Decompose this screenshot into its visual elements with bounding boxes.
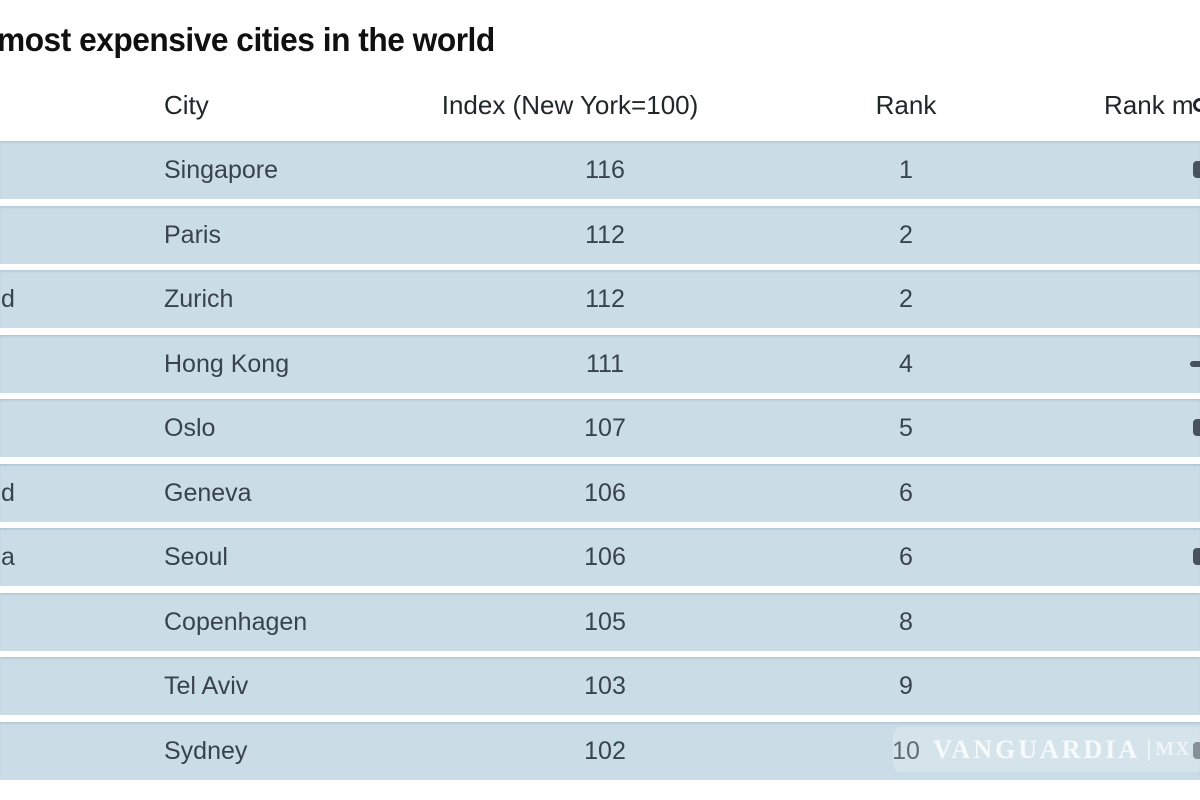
cell-rank: 6: [899, 478, 913, 507]
cell-rank: 10: [892, 736, 920, 765]
cropped-rank-move-mark: [1190, 360, 1200, 367]
cropped-rank-move-mark: [1193, 548, 1200, 565]
cropped-country-fragment: a: [1, 543, 15, 571]
table-row: Singapore 116 1: [0, 141, 1200, 199]
table-row: Tel Aviv 103 9: [0, 657, 1200, 715]
table-row: Paris 112 2: [0, 205, 1200, 264]
cell-index: 116: [585, 156, 625, 184]
cell-index: 111: [585, 349, 624, 378]
watermark-divider: [1148, 738, 1151, 761]
table-header-row: City Index (New York=100) Rank Rank m: [0, 86, 1200, 128]
table-row: Oslo 107 5: [0, 399, 1200, 457]
cell-index: 112: [585, 220, 625, 249]
cell-city: Copenhagen: [164, 607, 308, 636]
cell-index: 106: [584, 543, 626, 571]
column-header-rank: Rank: [875, 90, 937, 120]
cell-city: Paris: [164, 220, 221, 249]
cell-index: 102: [584, 736, 626, 765]
cell-city: Singapore: [164, 156, 278, 184]
cell-rank: 5: [899, 414, 913, 442]
cell-city: Hong Kong: [164, 349, 290, 378]
table-row: d Zurich 112 2: [0, 270, 1200, 328]
cell-index: 112: [585, 285, 625, 313]
cell-index: 107: [584, 414, 626, 442]
cell-city: Seoul: [164, 543, 228, 571]
table-row: Hong Kong 111 4: [0, 334, 1200, 393]
cell-rank: 4: [899, 349, 913, 378]
cropped-rank-move-mark: [1193, 161, 1200, 178]
cell-rank: 2: [899, 220, 913, 249]
cropped-rank-move-mark: [1193, 419, 1200, 436]
column-header-rank-move-cropped: Rank m: [1104, 90, 1194, 120]
table-row: d Geneva 106 6: [0, 463, 1200, 522]
cell-index: 106: [584, 478, 626, 507]
watermark: VANGUARDIA MX: [893, 727, 1200, 772]
cropped-header-letter: [1193, 98, 1200, 112]
cropped-rank-move-mark: [1193, 741, 1200, 759]
cell-city: Sydney: [164, 736, 248, 765]
cell-city: Tel Aviv: [164, 672, 249, 700]
chart-title: most expensive cities in the world: [0, 21, 495, 58]
table-row: Sydney 102 10: [0, 721, 1200, 780]
watermark-text: VANGUARDIA: [933, 734, 1141, 764]
cell-rank: 2: [899, 285, 913, 313]
cropped-country-fragment: d: [1, 478, 15, 507]
cell-index: 103: [584, 672, 626, 700]
table-row: a Seoul 106 6: [0, 528, 1200, 586]
cropped-country-fragment: d: [1, 285, 15, 313]
watermark-suffix: MX: [1155, 738, 1191, 760]
cell-city: Zurich: [164, 285, 234, 313]
cell-rank: 6: [899, 543, 913, 571]
cell-city: Geneva: [164, 478, 252, 507]
column-header-city: City: [164, 90, 209, 120]
column-header-index: Index (New York=100): [441, 90, 699, 120]
cell-rank: 8: [899, 607, 913, 636]
cell-rank: 1: [899, 156, 913, 184]
table-body: Singapore 116 1 Paris 112 2 d Zurich 112…: [0, 141, 1200, 786]
table-row: Copenhagen 105 8: [0, 592, 1200, 651]
cell-index: 105: [584, 607, 626, 636]
cell-rank: 9: [899, 672, 913, 700]
cell-city: Oslo: [164, 414, 216, 442]
